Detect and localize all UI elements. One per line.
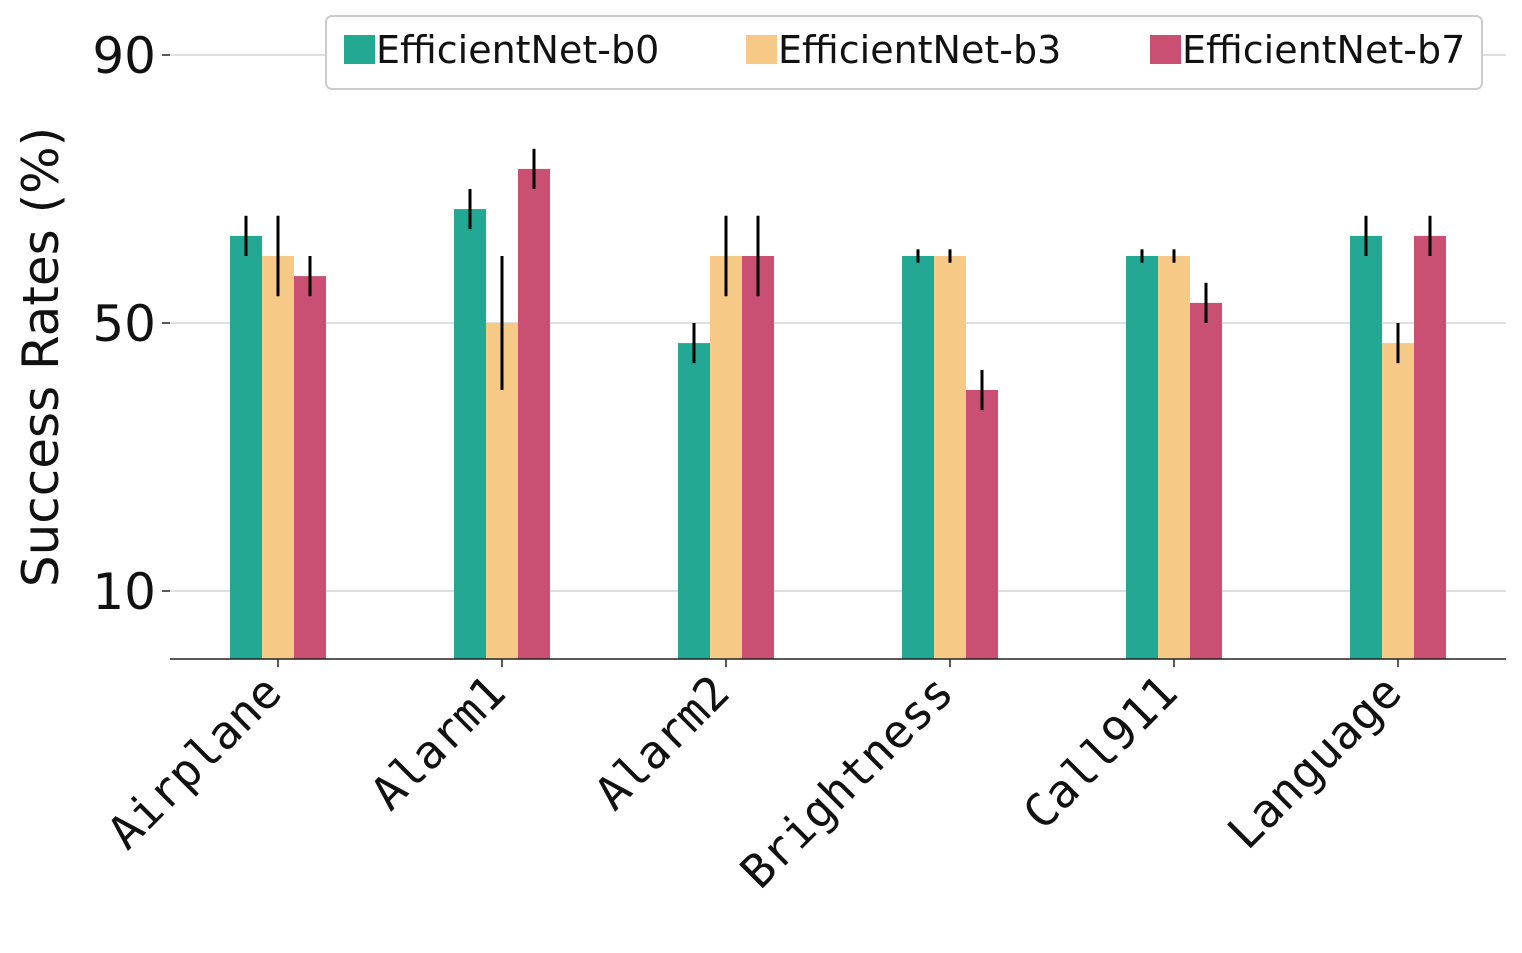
bar-alarm1-efficientnet-b7 [518, 168, 550, 659]
ytick-label-50: 50 [92, 295, 156, 353]
bar-brightness-efficientnet-b7 [966, 390, 998, 659]
legend-label-efficientnet-b3: EfficientNet-b3 [778, 28, 1061, 72]
bar-alarm2-efficientnet-b0 [678, 343, 710, 659]
legend-swatch-efficientnet-b0 [344, 35, 375, 64]
xtick-label-airplane: Airplane [97, 665, 292, 860]
bar-brightness-efficientnet-b3 [934, 256, 966, 659]
bar-airplane-efficientnet-b3 [262, 256, 294, 659]
bar-brightness-efficientnet-b0 [902, 256, 934, 659]
bar-language-efficientnet-b0 [1350, 235, 1382, 659]
ytick-label-90: 90 [92, 27, 156, 85]
xtick-label-alarm1: Alarm1 [360, 665, 516, 821]
xtick-label-brightness: Brightness [730, 665, 964, 899]
bar-alarm2-efficientnet-b7 [742, 256, 774, 659]
bar-call911-efficientnet-b0 [1126, 256, 1158, 659]
bar-language-efficientnet-b3 [1382, 343, 1414, 659]
y-axis-label: Success Rates (%) [12, 127, 70, 587]
y-axis-ticks: 10 50 90 [92, 27, 170, 621]
bar-alarm1-efficientnet-b0 [454, 209, 486, 659]
error-bars [244, 148, 1432, 411]
bar-airplane-efficientnet-b7 [294, 276, 326, 659]
bar-language-efficientnet-b7 [1414, 235, 1446, 659]
legend-swatch-efficientnet-b7 [1150, 35, 1181, 64]
bar-call911-efficientnet-b7 [1190, 302, 1222, 659]
xtick-label-language: Language [1217, 665, 1412, 860]
legend-label-efficientnet-b7: EfficientNet-b7 [1182, 28, 1465, 72]
legend-label-efficientnet-b0: EfficientNet-b0 [376, 28, 659, 72]
legend-swatch-efficientnet-b3 [746, 35, 777, 64]
bars [230, 168, 1446, 659]
bar-airplane-efficientnet-b0 [230, 235, 262, 659]
legend: EfficientNet-b0 EfficientNet-b3 EfficientN… [325, 15, 1483, 90]
xtick-label-call911: Call911 [1013, 665, 1188, 840]
ytick-label-10: 10 [92, 563, 156, 621]
bar-alarm2-efficientnet-b3 [710, 256, 742, 659]
legend-frame [325, 15, 1483, 90]
xtick-label-alarm2: Alarm2 [584, 665, 740, 821]
bar-call911-efficientnet-b3 [1158, 256, 1190, 659]
grid-lines [170, 54, 1506, 592]
